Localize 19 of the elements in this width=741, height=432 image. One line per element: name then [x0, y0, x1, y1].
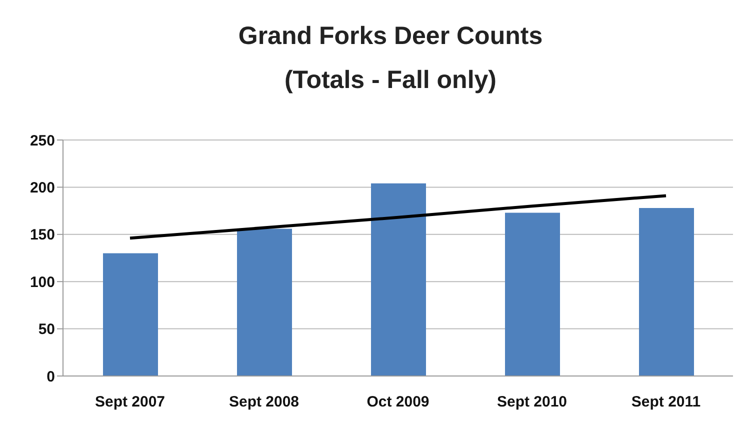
bar: [639, 208, 694, 376]
y-tick-label: 50: [38, 321, 55, 338]
bar: [505, 212, 560, 376]
bar: [103, 253, 158, 376]
x-tick-label: Sept 2008: [228, 394, 300, 411]
y-tick-label: 250: [30, 132, 55, 150]
x-tick-label: Sept 2010: [496, 394, 568, 411]
y-tick-label: 200: [30, 180, 55, 197]
x-tick-label: Sept 2011: [631, 394, 701, 411]
line-series: [128, 194, 668, 240]
bar: [237, 228, 292, 376]
x-tick-label: Sept 2007: [94, 394, 166, 411]
chart-subtitle: (Totals - Fall only): [283, 65, 498, 96]
chart-title: Grand Forks Deer Counts: [237, 21, 544, 52]
x-tick-label: Oct 2009: [366, 394, 430, 411]
bar: [371, 183, 426, 376]
y-tick-label: 150: [30, 226, 55, 244]
y-tick-label: 100: [30, 274, 55, 291]
y-tick-label: 0: [46, 368, 55, 386]
